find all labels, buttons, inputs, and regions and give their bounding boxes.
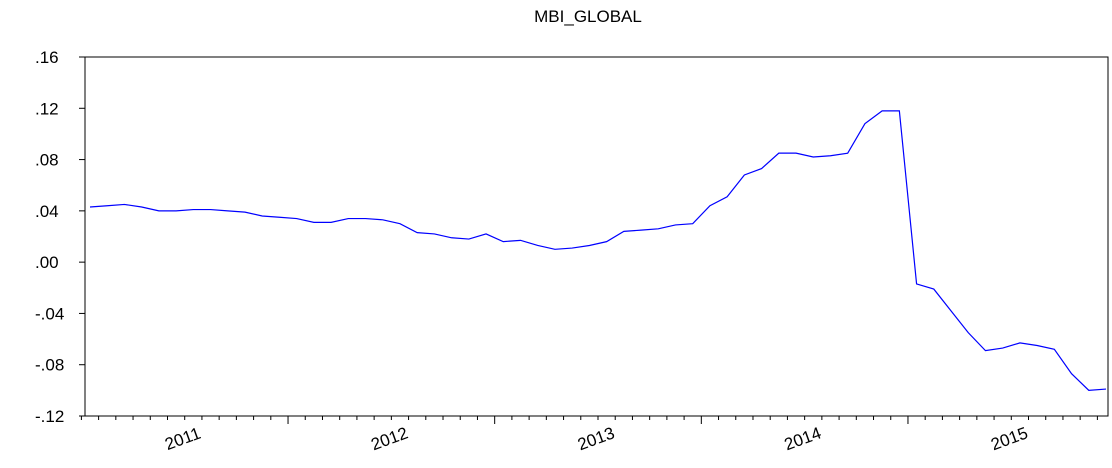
y-tick-label: -.04	[35, 304, 64, 323]
x-tick-label: 2013	[575, 423, 617, 454]
y-tick-label: -.08	[35, 356, 64, 375]
y-tick-label: .12	[35, 99, 59, 118]
x-tick-label: 2014	[782, 423, 824, 454]
y-tick-label: .00	[35, 253, 59, 272]
y-tick-label: .16	[35, 48, 59, 67]
plot-frame	[84, 56, 1109, 417]
y-tick-label: .04	[35, 202, 59, 221]
x-tick-label: 2015	[988, 423, 1030, 454]
y-tick-label: .08	[35, 151, 59, 170]
y-tick-label: -.12	[35, 407, 64, 426]
chart-title: MBI_GLOBAL	[534, 7, 642, 26]
line-series	[89, 110, 1107, 391]
x-tick-label: 2011	[162, 424, 203, 454]
x-tick-label: 2012	[368, 423, 410, 454]
